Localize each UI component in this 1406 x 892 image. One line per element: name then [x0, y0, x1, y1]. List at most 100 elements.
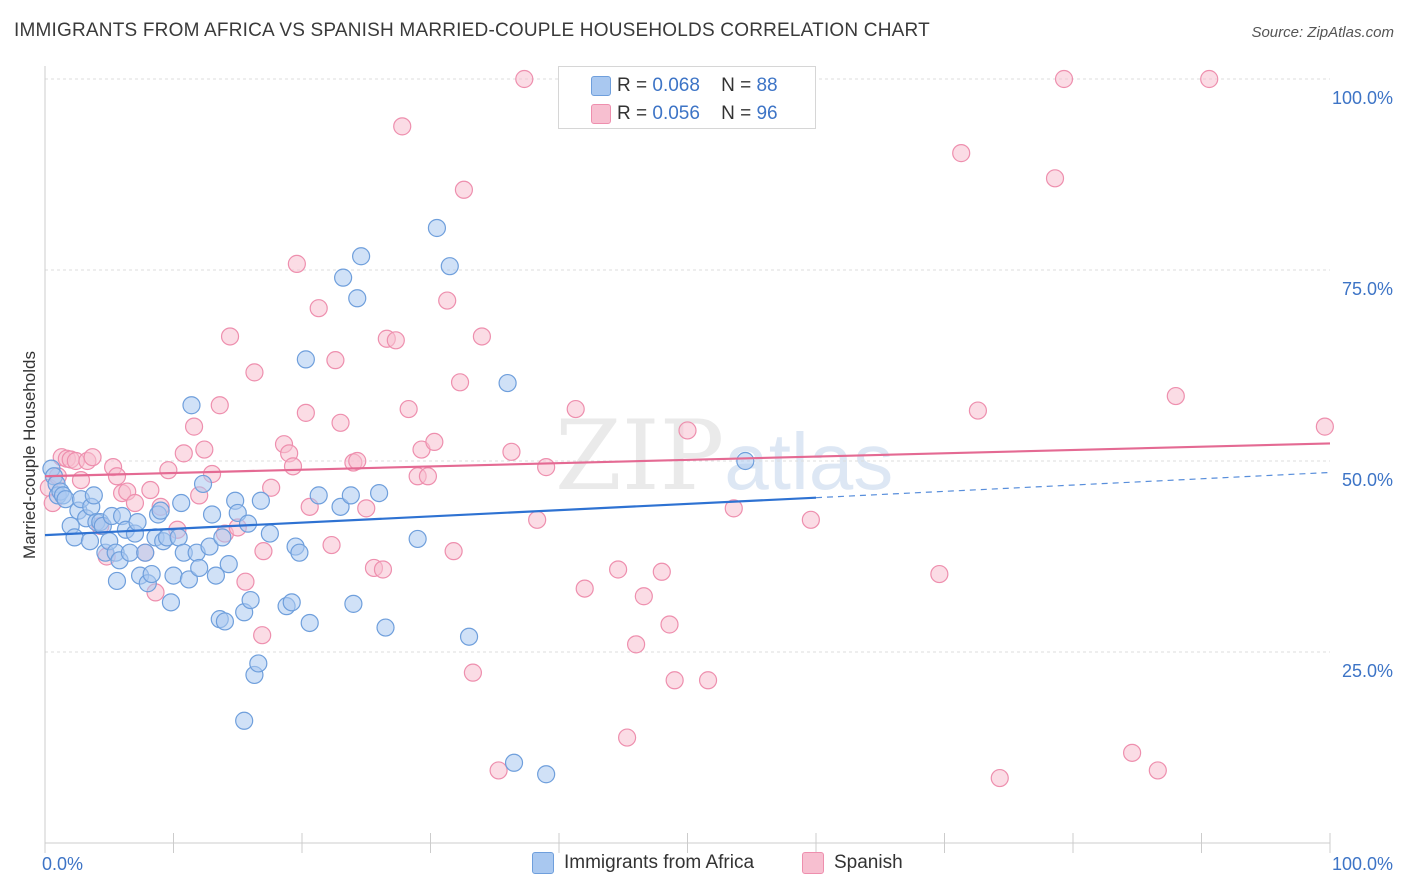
data-point-africa [498, 373, 517, 393]
data-point-africa [537, 765, 556, 784]
data-point-africa [161, 593, 181, 612]
data-point-spanish [698, 671, 718, 690]
series-name-spanish: Spanish [834, 852, 903, 873]
data-point-spanish [141, 480, 160, 500]
data-point-africa [241, 590, 260, 610]
data-point-spanish [253, 626, 272, 645]
data-point-africa [215, 612, 234, 631]
legend-row-africa: R = 0.068 N = 88 [591, 74, 778, 98]
data-point-spanish [665, 671, 684, 690]
data-point-spanish [502, 442, 521, 461]
data-point-africa [348, 289, 367, 308]
data-point-africa [200, 537, 219, 556]
data-point-africa [370, 483, 389, 503]
data-point-spanish [489, 761, 508, 780]
data-point-africa [341, 486, 360, 505]
series-legend-africa[interactable]: Immigrants from Africa [532, 852, 754, 874]
data-point-africa [65, 528, 84, 547]
data-point-africa [251, 491, 270, 510]
legend-swatch-spanish [591, 104, 611, 124]
data-point-africa [238, 514, 258, 533]
data-point-spanish [1123, 743, 1142, 762]
legend-r-value-africa: 0.068 [652, 75, 700, 96]
data-point-spanish [724, 499, 743, 518]
data-point-spanish [1166, 386, 1185, 406]
series-swatch-spanish [802, 852, 824, 874]
data-point-spanish [357, 499, 376, 518]
data-point-spanish [159, 461, 178, 480]
data-point-spanish [1045, 169, 1065, 188]
data-point-spanish [575, 579, 594, 598]
series-swatch-africa [532, 852, 554, 874]
data-point-africa [440, 257, 459, 276]
data-point-spanish [174, 444, 193, 463]
y-tick-label: 25.0% [1342, 661, 1393, 681]
data-point-africa [427, 218, 447, 238]
legend-r-value-spanish: 0.056 [652, 103, 700, 124]
data-point-spanish [418, 467, 438, 486]
data-point-spanish [537, 458, 556, 477]
y-tick-label: 75.0% [1342, 279, 1393, 299]
data-point-spanish [660, 615, 679, 634]
data-point-spanish [528, 510, 547, 529]
data-point-spanish [348, 451, 367, 471]
data-point-africa [235, 711, 254, 730]
data-point-spanish [245, 363, 264, 382]
data-point-africa [282, 593, 301, 612]
data-point-africa [142, 564, 161, 584]
data-point-spanish [515, 69, 534, 89]
series-name-africa: Immigrants from Africa [564, 852, 755, 873]
stats-legend: R = 0.068 N = 88 R = 0.056 N = 96 [558, 66, 816, 129]
data-point-spanish [930, 564, 949, 584]
data-point-spanish [463, 663, 483, 682]
data-point-africa [169, 528, 188, 547]
chart-title: IMMIGRANTS FROM AFRICA VS SPANISH MARRIE… [14, 20, 930, 41]
data-point-spanish [393, 117, 412, 136]
data-point-spanish [801, 510, 820, 529]
legend-n-value-spanish: 96 [756, 103, 778, 124]
data-point-spanish [287, 254, 306, 273]
series-legend-spanish[interactable]: Spanish [802, 852, 903, 874]
data-point-spanish [968, 401, 988, 420]
data-point-africa [736, 451, 755, 471]
data-point-africa [107, 571, 127, 591]
legend-n-label-spanish: N = [721, 103, 752, 124]
watermark: ZIPatlas [555, 400, 893, 512]
data-point-spanish [438, 291, 457, 310]
data-point-spanish [626, 635, 646, 654]
data-point-africa [344, 594, 363, 613]
data-point-spanish [326, 351, 345, 370]
data-point-spanish [322, 535, 341, 555]
legend-r-label-africa: R = [617, 75, 648, 96]
data-point-spanish [634, 587, 653, 606]
trend-line-africa [44, 496, 817, 537]
source-label: Source: ZipAtlas.com [1251, 24, 1394, 41]
data-point-spanish [220, 327, 240, 346]
data-point-africa [190, 558, 209, 578]
data-point-spanish [262, 478, 281, 497]
data-point-spanish [1315, 417, 1334, 436]
data-point-spanish [309, 299, 328, 318]
data-point-africa [84, 486, 103, 505]
data-point-spanish [472, 327, 491, 346]
data-point-africa [331, 497, 350, 516]
data-point-africa [249, 654, 268, 673]
data-point-spanish [83, 448, 102, 467]
data-point-spanish [184, 417, 204, 436]
data-point-africa [376, 618, 395, 637]
trend-line-africa-extension [815, 471, 1331, 499]
data-point-spanish [296, 403, 315, 422]
trend-line-spanish [44, 442, 1331, 478]
data-point-africa [296, 350, 315, 369]
data-point-spanish [386, 331, 405, 350]
data-point-africa [80, 532, 100, 551]
legend-n-label-africa: N = [721, 75, 752, 96]
data-point-spanish [331, 413, 350, 432]
data-point-spanish [283, 457, 303, 476]
data-point-africa [172, 493, 191, 513]
data-point-spanish [125, 493, 145, 513]
data-point-spanish [454, 180, 474, 199]
data-point-africa [179, 570, 199, 589]
data-point-spanish [254, 542, 273, 561]
data-point-africa [219, 555, 238, 574]
